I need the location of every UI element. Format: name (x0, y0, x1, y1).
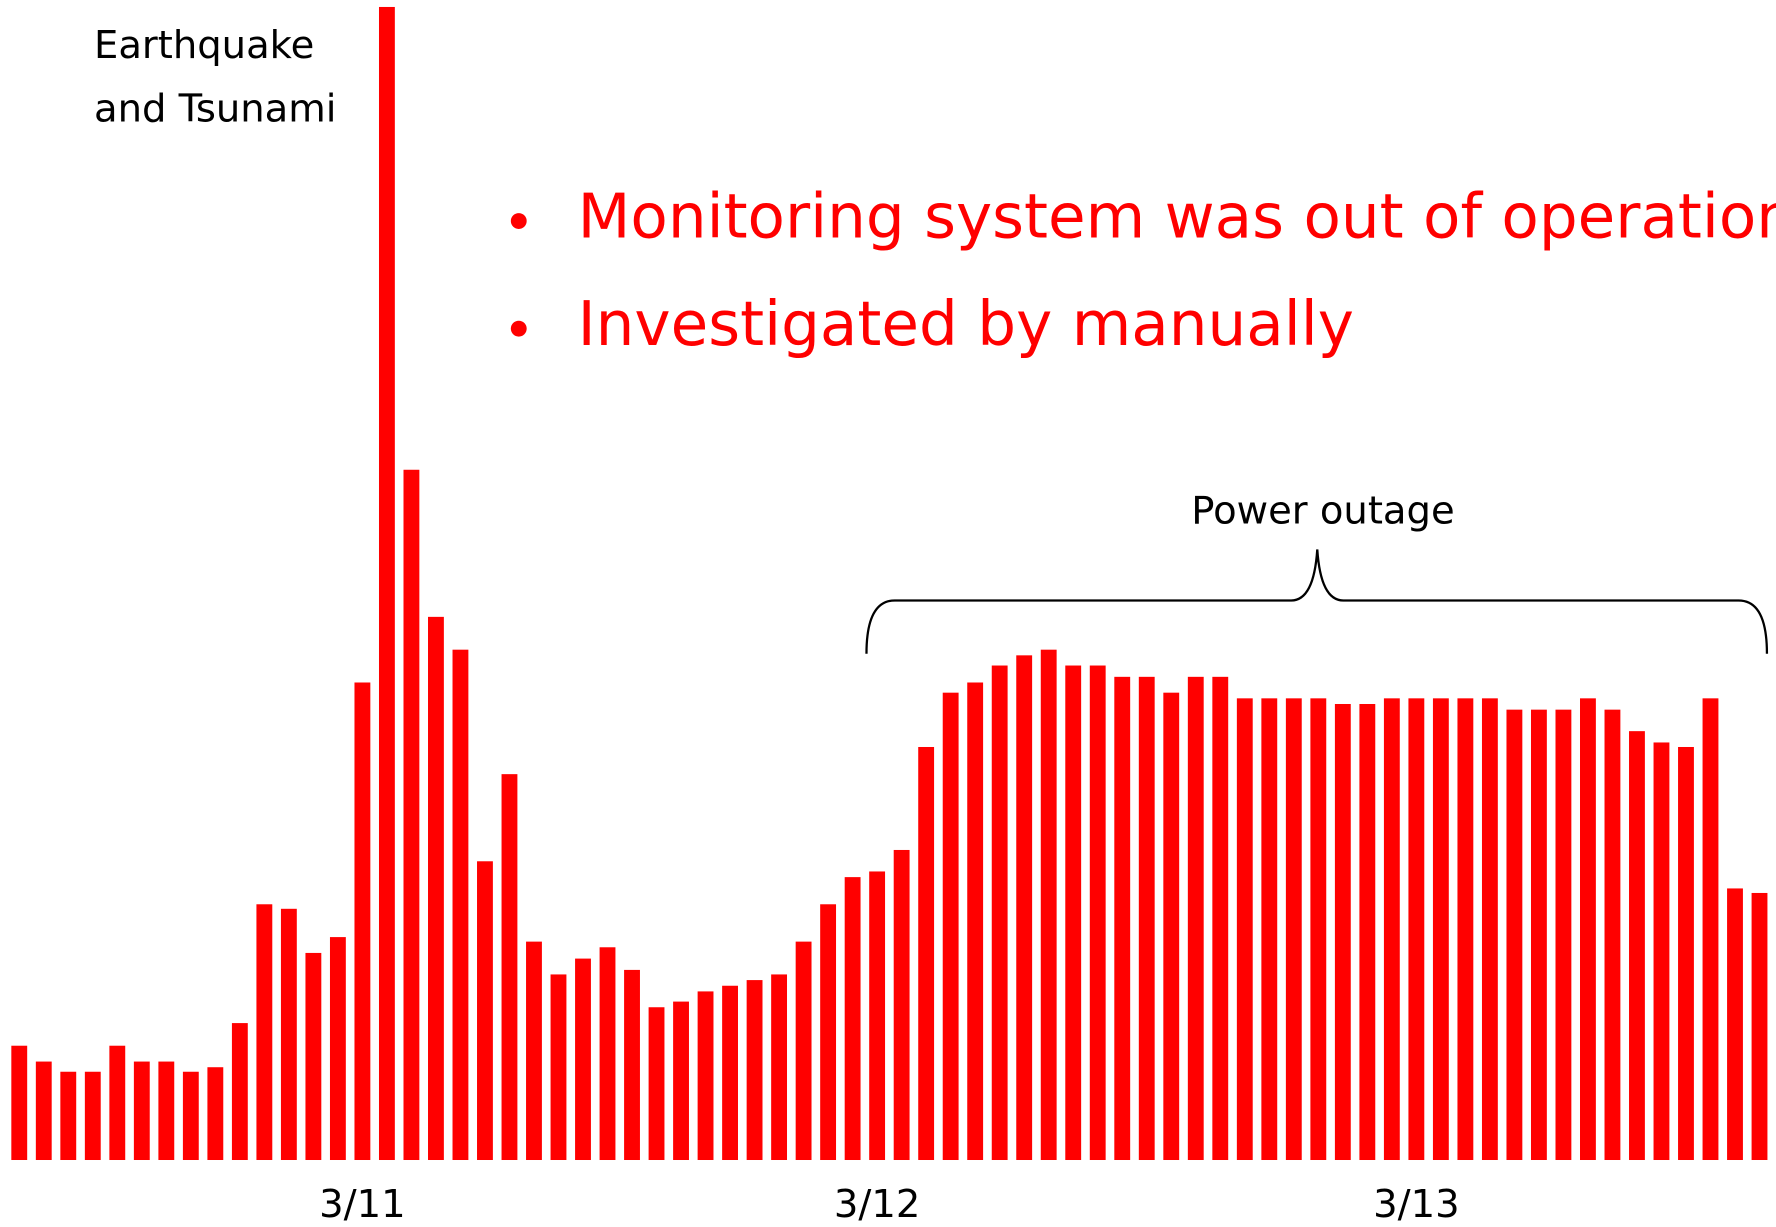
bar (1212, 676, 1229, 1161)
bar (280, 908, 297, 1161)
bar (820, 904, 837, 1161)
bar (84, 1071, 101, 1161)
bar (869, 871, 886, 1161)
bar (624, 969, 640, 1161)
bar (918, 746, 935, 1161)
bar (207, 1067, 224, 1161)
bar (1187, 676, 1204, 1161)
annotation-line: Earthquake (94, 23, 314, 68)
bar (1065, 665, 1082, 1161)
bar (673, 1001, 689, 1161)
bar (893, 849, 910, 1161)
bullet-marker (510, 213, 527, 229)
annotation-line: and Tsunami (94, 87, 336, 132)
bar (1604, 709, 1621, 1161)
bar (109, 1045, 126, 1161)
bar (1678, 746, 1694, 1161)
bar (60, 1071, 77, 1161)
bar (11, 1045, 28, 1161)
bar (1016, 655, 1033, 1161)
bar (550, 974, 567, 1161)
bar (1334, 703, 1351, 1161)
bar (1653, 742, 1670, 1161)
bar (428, 616, 444, 1161)
bar (1383, 698, 1400, 1161)
bar (1727, 888, 1743, 1161)
bar (1702, 698, 1719, 1161)
bar (452, 649, 469, 1161)
bar (329, 937, 346, 1161)
bar (599, 947, 616, 1161)
bar (1629, 731, 1645, 1161)
bar (1506, 709, 1523, 1161)
bar (182, 1071, 199, 1161)
bar (1359, 703, 1376, 1161)
x-tick-label: 3/12 (834, 1182, 920, 1227)
bar (1457, 698, 1474, 1161)
bar (1138, 676, 1155, 1161)
bar (477, 861, 493, 1161)
bar (1555, 709, 1572, 1161)
bar (1163, 692, 1180, 1161)
bar (354, 682, 371, 1161)
bar (256, 904, 273, 1161)
bar (1408, 698, 1425, 1161)
bar (403, 469, 420, 1161)
bar (967, 682, 984, 1161)
bar (305, 952, 322, 1161)
bar (526, 941, 542, 1161)
bar (158, 1061, 175, 1161)
bracket (865, 549, 1769, 654)
bar (844, 877, 861, 1161)
bar (1089, 665, 1106, 1161)
bar (648, 1007, 665, 1161)
bar (575, 958, 591, 1161)
bar (1236, 698, 1253, 1161)
x-tick-label: 3/13 (1373, 1182, 1459, 1227)
bar (1530, 709, 1547, 1161)
bar (991, 665, 1008, 1161)
bar (35, 1061, 52, 1161)
bullet-text: Investigated by manually (578, 289, 1354, 360)
bar (1481, 698, 1498, 1161)
bar (1114, 676, 1131, 1161)
bracket-label: Power outage (1191, 489, 1454, 534)
bar (1580, 698, 1596, 1161)
bar (378, 6, 395, 1161)
bar (1751, 892, 1768, 1161)
bar (1261, 698, 1278, 1161)
bar (795, 941, 812, 1161)
bar (133, 1061, 150, 1161)
bar (231, 1023, 248, 1161)
bar (1285, 698, 1302, 1161)
bullet-text: Monitoring system was out of operation (578, 182, 1776, 253)
x-tick-label: 3/11 (319, 1182, 405, 1227)
bar (1432, 698, 1449, 1161)
bar (746, 980, 763, 1161)
bar (722, 985, 738, 1161)
bar (942, 692, 959, 1161)
bar (697, 991, 714, 1161)
bullet-marker (510, 320, 527, 337)
bar (1310, 698, 1327, 1161)
bar (771, 974, 788, 1161)
bar (1040, 649, 1057, 1161)
bar (501, 774, 518, 1161)
